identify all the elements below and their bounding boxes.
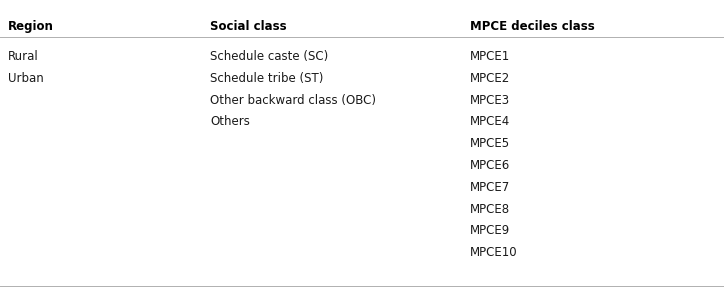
Text: MPCE10: MPCE10 <box>470 246 518 259</box>
Text: MPCE9: MPCE9 <box>470 224 510 237</box>
Text: Schedule caste (SC): Schedule caste (SC) <box>210 50 328 63</box>
Text: Rural: Rural <box>8 50 39 63</box>
Text: MPCE4: MPCE4 <box>470 115 510 128</box>
Text: Social class: Social class <box>210 20 287 33</box>
Text: Urban: Urban <box>8 72 43 85</box>
Text: MPCE2: MPCE2 <box>470 72 510 85</box>
Text: Schedule tribe (ST): Schedule tribe (ST) <box>210 72 324 85</box>
Text: MPCE5: MPCE5 <box>470 137 510 150</box>
Text: MPCE7: MPCE7 <box>470 181 510 194</box>
Text: Region: Region <box>8 20 54 33</box>
Text: Others: Others <box>210 115 250 128</box>
Text: MPCE3: MPCE3 <box>470 94 510 107</box>
Text: MPCE8: MPCE8 <box>470 203 510 215</box>
Text: MPCE6: MPCE6 <box>470 159 510 172</box>
Text: Other backward class (OBC): Other backward class (OBC) <box>210 94 376 107</box>
Text: MPCE1: MPCE1 <box>470 50 510 63</box>
Text: MPCE deciles class: MPCE deciles class <box>470 20 594 33</box>
